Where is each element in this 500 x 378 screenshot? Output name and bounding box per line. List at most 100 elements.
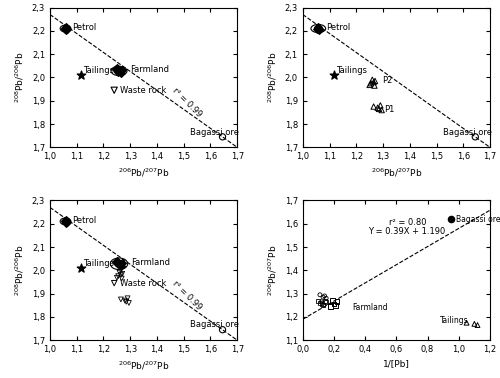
Point <box>314 24 322 30</box>
Point <box>314 25 322 31</box>
X-axis label: $^{206}$Pb/$^{207}$Pb: $^{206}$Pb/$^{207}$Pb <box>118 359 170 372</box>
Point <box>116 270 124 276</box>
Point <box>314 25 322 31</box>
Text: Farmland: Farmland <box>131 258 170 267</box>
Text: r² = 0.99: r² = 0.99 <box>170 279 203 312</box>
Point <box>218 134 226 140</box>
Point <box>61 218 69 224</box>
Text: Bagassi ore: Bagassi ore <box>190 321 240 329</box>
Point <box>371 78 379 84</box>
Point <box>110 87 118 93</box>
Point <box>374 105 382 111</box>
Text: Tailings: Tailings <box>84 259 114 268</box>
Point <box>124 295 132 301</box>
Point <box>328 297 336 304</box>
Point <box>118 67 126 73</box>
Point <box>117 263 125 269</box>
Text: Waste rock: Waste rock <box>120 279 166 288</box>
Point <box>318 299 326 305</box>
Text: Petrol: Petrol <box>326 23 350 32</box>
Point <box>121 297 129 304</box>
Point <box>62 217 70 223</box>
Text: Petrol: Petrol <box>72 23 96 32</box>
Point <box>114 262 122 268</box>
Point <box>318 301 326 307</box>
Point <box>61 25 69 31</box>
Point <box>110 280 118 286</box>
Point <box>77 265 85 271</box>
Point <box>113 275 121 281</box>
Text: Farmland: Farmland <box>130 65 168 74</box>
Point <box>320 297 328 304</box>
Point <box>370 104 378 110</box>
Point <box>314 298 322 304</box>
Point <box>117 296 125 302</box>
Point <box>112 66 120 72</box>
Point <box>333 299 341 305</box>
Point <box>370 82 378 88</box>
Point <box>370 79 378 85</box>
Text: Y = 0.39X + 1.190: Y = 0.39X + 1.190 <box>368 227 446 236</box>
Point <box>125 300 133 306</box>
Point <box>218 327 226 333</box>
Point <box>62 24 70 30</box>
Text: Tailings: Tailings <box>336 66 367 75</box>
Point <box>330 72 338 78</box>
Text: Bagassi ore: Bagassi ore <box>456 215 500 223</box>
Point <box>316 26 324 32</box>
Point <box>330 301 338 307</box>
Point <box>327 304 335 310</box>
Point <box>319 302 327 308</box>
Point <box>113 258 121 264</box>
Text: Tailings: Tailings <box>84 66 114 75</box>
Point <box>332 302 340 308</box>
Text: Farmland: Farmland <box>352 303 388 312</box>
Point <box>316 292 324 298</box>
Point <box>447 216 455 222</box>
Point <box>367 80 375 86</box>
Point <box>62 219 70 225</box>
Point <box>470 321 478 327</box>
Point <box>375 106 383 112</box>
Point <box>320 293 328 299</box>
Point <box>378 107 386 113</box>
Point <box>316 300 324 306</box>
Point <box>117 272 125 278</box>
Point <box>62 26 70 32</box>
Point <box>315 27 323 33</box>
Point <box>472 134 480 140</box>
Text: P2: P2 <box>382 76 392 85</box>
Point <box>122 299 130 305</box>
Y-axis label: $^{208}$Pb/$^{206}$Pb: $^{208}$Pb/$^{206}$Pb <box>266 52 279 103</box>
Point <box>118 276 126 282</box>
Text: Bagassi ore: Bagassi ore <box>443 127 492 136</box>
Text: P1: P1 <box>384 105 394 114</box>
Point <box>77 72 85 78</box>
Point <box>113 65 121 71</box>
Point <box>118 271 126 277</box>
Point <box>319 294 327 300</box>
Point <box>117 70 125 76</box>
X-axis label: $^{206}$Pb/$^{207}$Pb: $^{206}$Pb/$^{207}$Pb <box>370 167 422 179</box>
Text: r² = 0.80: r² = 0.80 <box>388 218 426 227</box>
Text: r² = 0.99: r² = 0.99 <box>170 86 203 119</box>
Point <box>114 273 122 279</box>
Y-axis label: $^{208}$Pb/$^{206}$Pb: $^{208}$Pb/$^{206}$Pb <box>14 52 26 103</box>
Point <box>462 320 470 326</box>
Text: Bagassi ore: Bagassi ore <box>190 127 240 136</box>
Text: Tailings: Tailings <box>440 316 468 325</box>
Point <box>114 68 122 74</box>
Point <box>376 102 384 108</box>
Point <box>368 77 376 83</box>
Point <box>322 295 330 301</box>
Point <box>60 25 68 31</box>
Point <box>62 27 70 33</box>
Y-axis label: $^{208}$Pb/$^{206}$Pb: $^{208}$Pb/$^{206}$Pb <box>14 245 26 296</box>
X-axis label: $^{206}$Pb/$^{207}$Pb: $^{206}$Pb/$^{207}$Pb <box>118 167 170 179</box>
Text: Waste rock: Waste rock <box>120 86 166 95</box>
X-axis label: 1/[Pb]: 1/[Pb] <box>383 359 410 369</box>
Point <box>474 322 482 328</box>
Point <box>322 299 330 305</box>
Point <box>366 82 374 88</box>
Point <box>60 218 68 225</box>
